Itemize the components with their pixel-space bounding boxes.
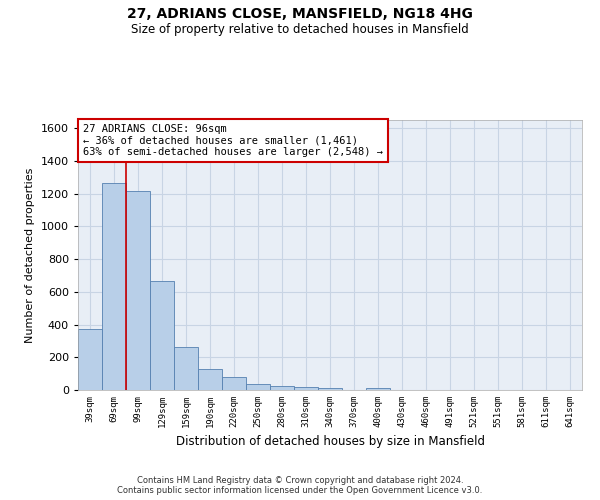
Bar xyxy=(246,384,270,390)
Bar xyxy=(318,388,342,390)
Text: 27, ADRIANS CLOSE, MANSFIELD, NG18 4HG: 27, ADRIANS CLOSE, MANSFIELD, NG18 4HG xyxy=(127,8,473,22)
Bar xyxy=(366,388,390,390)
Y-axis label: Number of detached properties: Number of detached properties xyxy=(25,168,35,342)
Text: Contains HM Land Registry data © Crown copyright and database right 2024.
Contai: Contains HM Land Registry data © Crown c… xyxy=(118,476,482,495)
Bar xyxy=(174,346,198,390)
Bar xyxy=(270,386,294,390)
Text: Size of property relative to detached houses in Mansfield: Size of property relative to detached ho… xyxy=(131,22,469,36)
Bar xyxy=(126,191,150,390)
Bar xyxy=(102,183,126,390)
Bar xyxy=(294,387,318,390)
Bar xyxy=(150,281,174,390)
Bar xyxy=(78,330,102,390)
Bar xyxy=(222,377,246,390)
X-axis label: Distribution of detached houses by size in Mansfield: Distribution of detached houses by size … xyxy=(176,436,485,448)
Text: 27 ADRIANS CLOSE: 96sqm
← 36% of detached houses are smaller (1,461)
63% of semi: 27 ADRIANS CLOSE: 96sqm ← 36% of detache… xyxy=(83,124,383,157)
Bar xyxy=(198,369,222,390)
